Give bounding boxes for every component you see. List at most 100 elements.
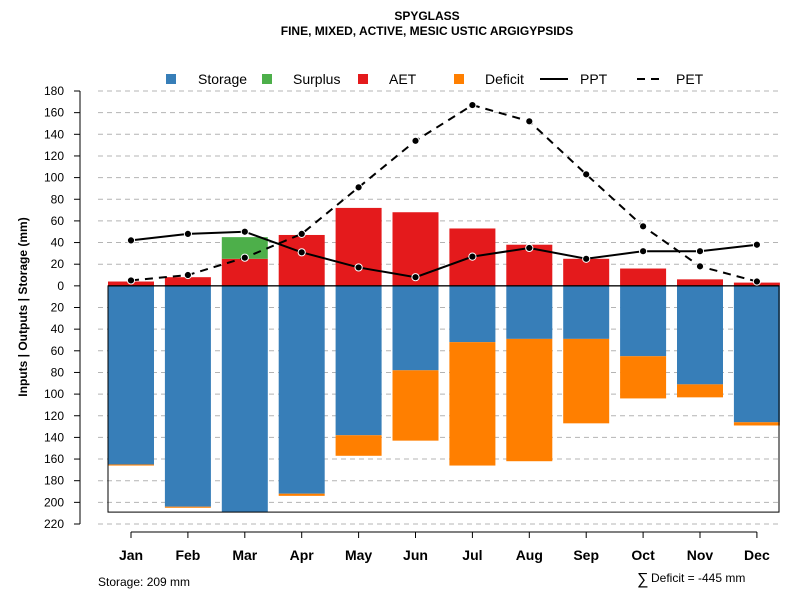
x-tick-label-jan: Jan [119, 547, 143, 563]
ppt-point [297, 248, 306, 257]
pet-point [240, 253, 249, 262]
legend: Storage Surplus AET Deficit PPT PET [166, 71, 704, 87]
plot-frame [107, 285, 780, 513]
y-tick-label: 120 [44, 409, 64, 423]
pet-point [354, 183, 363, 192]
pet-point [695, 262, 705, 271]
legend-label-surplus: Surplus [293, 71, 340, 87]
y-tick-label: 60 [51, 344, 65, 358]
y-tick-label: 200 [44, 495, 64, 509]
storage-bar [108, 285, 154, 465]
legend-label-aet: AET [389, 71, 417, 87]
x-tick-label-jul: Jul [462, 547, 482, 563]
ppt-point [411, 273, 420, 282]
y-tick-label: 40 [51, 322, 65, 336]
y-tick-label: 20 [51, 301, 65, 315]
deficit-bar [392, 370, 439, 441]
legend-label-storage: Storage [198, 71, 247, 87]
y-tick-label: 0 [57, 279, 64, 293]
y-axis: 1801601401201008060402002040608010012014… [44, 84, 81, 531]
storage-bar [620, 285, 667, 357]
x-tick-label-nov: Nov [687, 547, 714, 563]
aet-bar [335, 207, 382, 286]
storage-bar [563, 285, 610, 339]
ppt-point [639, 247, 648, 256]
ppt-point [695, 247, 705, 256]
legend-swatch-deficit [454, 74, 464, 84]
y-axis-label: Inputs | Outputs | Storage (mm) [16, 217, 30, 396]
y-tick-label: 20 [51, 257, 65, 271]
deficit-bar [108, 464, 154, 466]
pet-point [752, 277, 762, 286]
y-tick-label: 100 [44, 387, 64, 401]
y-tick-label: 120 [44, 149, 64, 163]
x-axis: Jan Feb Mar Apr May Jun Jul Aug Sep Oct Nov Dec [119, 531, 770, 563]
storage-bar [733, 285, 780, 423]
deficit-bar [449, 342, 496, 466]
x-tick-label-may: May [345, 547, 372, 563]
y-tick-label: 60 [51, 214, 65, 228]
chart-title: SPYGLASS [394, 9, 459, 23]
legend-swatch-storage [166, 74, 176, 84]
y-tick-label: 140 [44, 127, 64, 141]
y-tick-label: 180 [44, 84, 64, 98]
x-tick-label-sep: Sep [573, 547, 599, 563]
storage-bar [392, 285, 439, 371]
y-tick-label: 160 [44, 452, 64, 466]
legend-label-pet: PET [676, 71, 704, 87]
storage-bar [677, 285, 723, 385]
deficit-bar [335, 435, 382, 456]
x-tick-label-apr: Apr [290, 547, 315, 563]
aet-bar [278, 234, 325, 286]
chart-subtitle: FINE, MIXED, ACTIVE, MESIC USTIC ARGIGYP… [281, 24, 573, 38]
sum-symbol: ∑ [637, 571, 648, 588]
ppt-line [130, 230, 758, 279]
storage-bar [278, 285, 325, 494]
pet-point [582, 170, 591, 179]
storage-bar [221, 285, 268, 513]
ppt-point [240, 227, 249, 236]
x-tick-label-mar: Mar [232, 547, 257, 563]
pet-point [525, 117, 534, 126]
pet-line [130, 103, 758, 283]
deficit-bar [164, 506, 211, 508]
deficit-note: Deficit = -445 mm [651, 571, 745, 585]
aet-bar [164, 277, 211, 286]
deficit-bar [620, 356, 667, 399]
legend-label-deficit: Deficit [485, 71, 524, 87]
ppt-point [468, 252, 477, 261]
y-tick-label: 140 [44, 430, 64, 444]
y-tick-label: 40 [51, 236, 65, 250]
storage-note: Storage: 209 mm [98, 575, 190, 589]
ppt-point [183, 229, 192, 238]
legend-swatch-surplus [262, 74, 272, 84]
x-tick-label-jun: Jun [403, 547, 428, 563]
deficit-bar [278, 493, 325, 496]
legend-swatch-aet [358, 74, 368, 84]
aet-bar [620, 268, 667, 286]
ppt-point [354, 263, 363, 272]
pet-point [468, 100, 477, 110]
pet-point [126, 276, 136, 285]
storage-bar [164, 285, 211, 507]
storage-bar [506, 285, 553, 339]
storage-bar [335, 285, 382, 436]
grid-lines [98, 90, 782, 525]
y-tick-label: 80 [51, 192, 65, 206]
series-lines [126, 100, 762, 286]
y-tick-label: 220 [44, 517, 64, 531]
x-tick-label-aug: Aug [516, 547, 543, 563]
y-tick-label: 160 [44, 106, 64, 120]
aet-bar [563, 258, 610, 286]
deficit-bar [506, 338, 553, 462]
ppt-point [525, 243, 534, 253]
deficit-bar [677, 384, 723, 398]
pet-point [297, 229, 306, 238]
deficit-bar [733, 422, 780, 426]
aet-bar [677, 279, 723, 286]
x-tick-label-dec: Dec [744, 547, 770, 563]
ppt-point [752, 240, 762, 249]
bars [108, 207, 780, 513]
pet-point [411, 136, 420, 145]
